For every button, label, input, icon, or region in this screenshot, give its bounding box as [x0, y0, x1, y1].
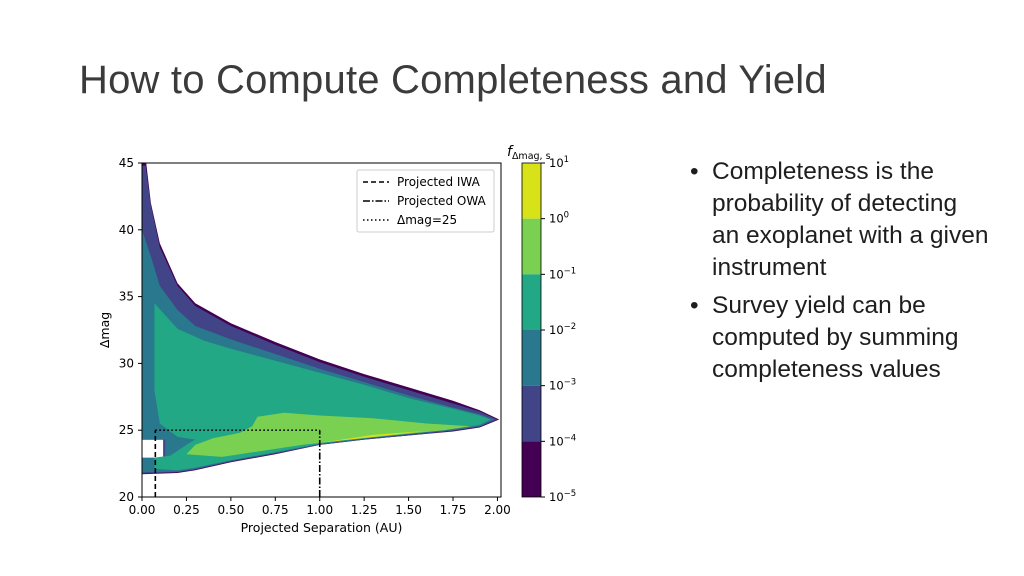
- y-axis-label: Δmag: [97, 312, 112, 348]
- y-tick-label: 35: [119, 290, 134, 304]
- y-tick-label: 25: [119, 423, 134, 437]
- bullet-list: Completeness is the probability of detec…: [690, 156, 990, 392]
- colorbar-tick-label: 10−4: [549, 433, 576, 448]
- x-tick-label: 1.00: [306, 503, 333, 517]
- slide-title: How to Compute Completeness and Yield: [79, 58, 827, 102]
- y-tick-label: 40: [119, 223, 134, 237]
- legend: Projected IWA Projected OWA Δmag=25: [356, 169, 495, 233]
- colorbar-segment-3: [522, 330, 541, 386]
- colorbar-title: fΔmag, s: [507, 144, 551, 162]
- x-tick-label: 0.00: [129, 503, 156, 517]
- x-tick-label: 0.25: [173, 503, 200, 517]
- colorbar-segment-0: [522, 163, 541, 219]
- y-tick-label: 30: [119, 356, 134, 370]
- x-tick-label: 1.75: [440, 503, 467, 517]
- colorbar-tick-label: 10−3: [549, 378, 576, 393]
- plot-frame: [141, 162, 502, 498]
- colorbar-tick-label: 101: [549, 155, 569, 170]
- x-axis-label: Projected Separation (AU): [241, 520, 403, 535]
- legend-label: Projected IWA: [397, 175, 481, 189]
- colorbar-tick-exponent: 1: [564, 155, 569, 165]
- legend-label: Projected OWA: [397, 194, 487, 208]
- x-tick-label: 1.25: [351, 503, 378, 517]
- colorbar-segment-5: [522, 441, 541, 497]
- colorbar-tick-label: 100: [549, 211, 569, 226]
- y-tick-label: 20: [119, 490, 134, 504]
- y-tick-label: 45: [119, 156, 134, 170]
- colorbar-tick-exponent: 0: [564, 211, 569, 221]
- legend-label: Δmag=25: [397, 213, 457, 227]
- colorbar-tick-exponent: −4: [564, 433, 577, 443]
- colorbar-tick-exponent: −1: [564, 266, 577, 276]
- colorbar-tick-label: 10−1: [549, 266, 576, 281]
- colorbar-title-subscript: Δmag, s: [512, 151, 551, 162]
- colorbar-tick-exponent: −5: [564, 489, 577, 499]
- x-tick-label: 2.00: [484, 503, 511, 517]
- colorbar-tick-exponent: −3: [564, 378, 577, 388]
- colorbar-tick-label: 10−2: [549, 322, 576, 337]
- colorbar-tick-label: 10−5: [549, 489, 576, 504]
- legend-box: [356, 169, 495, 233]
- plot-area: [142, 163, 500, 497]
- colorbar-segment-1: [522, 218, 541, 275]
- contour-fills: [142, 163, 500, 475]
- colorbar-segment-2: [522, 274, 541, 330]
- contour-chart: 0.00 0.25 0.50 0.75 1.00 1.25 1.50 1.75 2.00 20 25…: [97, 144, 576, 535]
- bullet-completeness: Completeness is the probability of detec…: [690, 156, 990, 284]
- colorbar-segment-4: [522, 385, 541, 442]
- x-tick-label: 1.50: [395, 503, 422, 517]
- axes: 0.00 0.25 0.50 0.75 1.00 1.25 1.50 1.75 2.00 20 25…: [97, 156, 511, 535]
- bullet-survey-yield: Survey yield can be computed by summing …: [690, 290, 990, 386]
- colorbar-tick-exponent: −2: [564, 322, 577, 332]
- contour-level-4: [186, 412, 471, 457]
- x-tick-label: 0.50: [218, 503, 245, 517]
- x-tick-label: 0.75: [262, 503, 289, 517]
